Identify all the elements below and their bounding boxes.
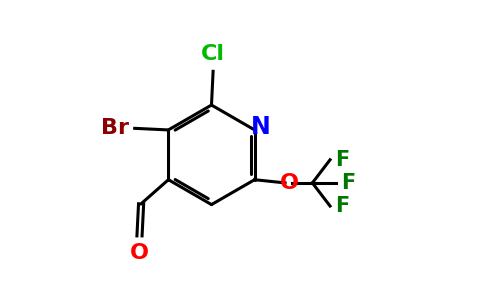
Text: F: F [342,173,356,193]
Text: N: N [251,116,270,140]
Text: Cl: Cl [201,44,225,64]
Text: O: O [280,173,299,193]
Text: Br: Br [101,118,129,138]
Text: O: O [130,243,149,263]
Text: F: F [335,196,349,216]
Text: F: F [335,150,349,170]
